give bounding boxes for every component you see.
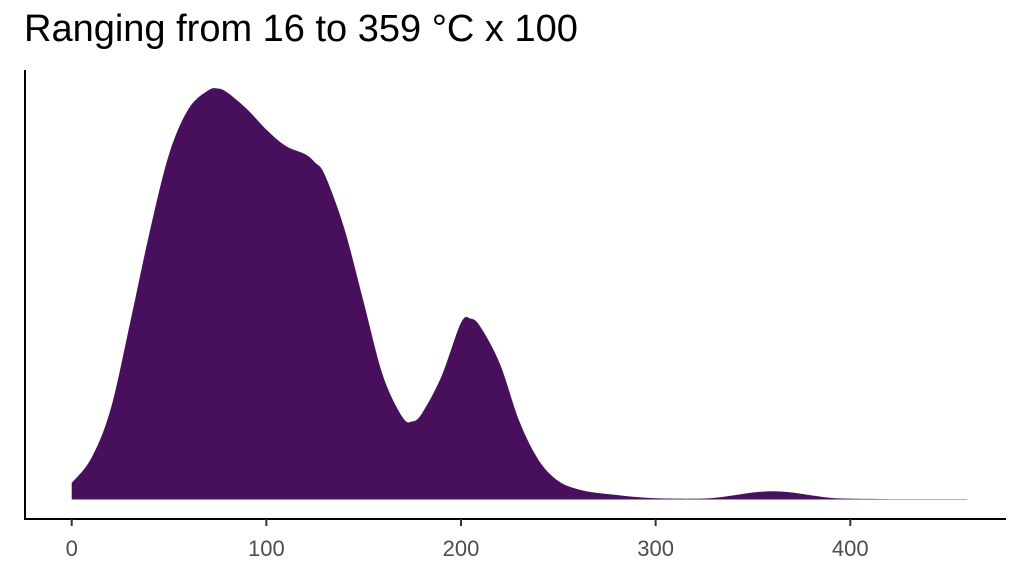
area-layer	[71, 88, 968, 500]
x-tick-label: 200	[443, 536, 480, 561]
x-axis-ticks: 0 100 200 300 400	[66, 519, 869, 561]
x-tick-label: 300	[637, 536, 674, 561]
chart-title: Ranging from 16 to 359 °C x 100	[24, 8, 578, 50]
density-area	[71, 88, 968, 500]
x-tick-label: 100	[248, 536, 285, 561]
x-tick-label: 400	[832, 536, 869, 561]
x-tick-label: 0	[66, 536, 78, 561]
